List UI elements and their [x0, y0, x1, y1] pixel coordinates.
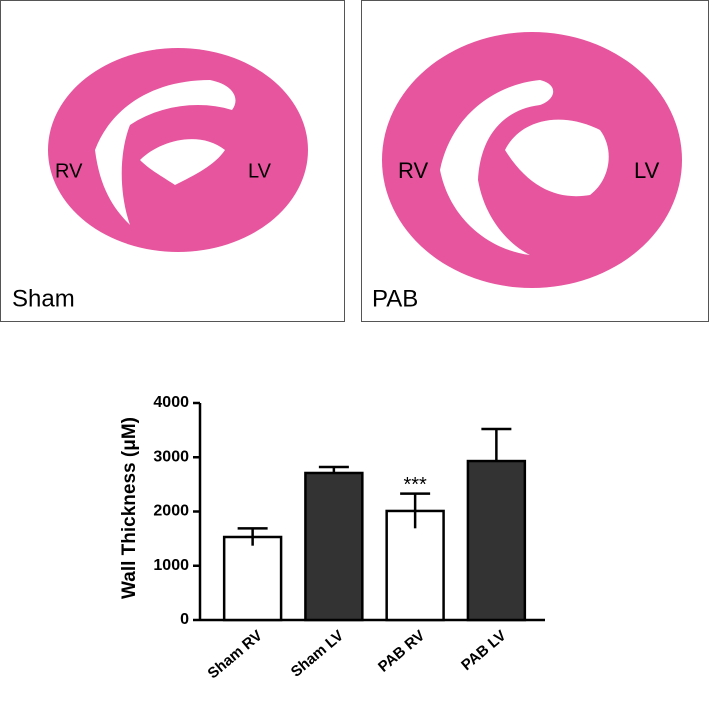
y-tick-label: 3000	[153, 448, 189, 465]
y-tick-label: 4000	[153, 394, 189, 411]
panel-label: PAB	[372, 285, 418, 312]
y-axis-label: Wall Thickness (μM)	[119, 417, 140, 599]
bar	[385, 509, 445, 622]
panel-pab: PAB RV LV	[361, 0, 709, 322]
bar	[222, 535, 283, 622]
panel-sham: Sham RV LV	[0, 0, 345, 322]
region-label: RV	[55, 160, 83, 182]
ventricle-cavity	[440, 80, 554, 255]
region-label: LV	[634, 158, 660, 183]
ventricle-cavity	[505, 119, 609, 197]
x-tick-label: PAB LV	[458, 627, 509, 674]
x-tick-label: Sham LV	[288, 627, 347, 681]
y-tick-label: 1000	[153, 557, 189, 574]
bar	[466, 459, 527, 622]
bar	[304, 471, 364, 622]
x-tick-label: Sham RV	[205, 627, 266, 682]
y-tick-label: 2000	[153, 503, 189, 520]
x-tick-label: PAB RV	[375, 627, 428, 676]
y-tick-label: 0	[180, 611, 189, 628]
ventricle-cavity	[140, 139, 225, 185]
region-label: LV	[248, 160, 272, 182]
ventricle-cavity	[95, 80, 236, 225]
annotation: ***	[403, 474, 427, 496]
panel-label: Sham	[12, 285, 75, 312]
region-label: RV	[398, 158, 428, 183]
